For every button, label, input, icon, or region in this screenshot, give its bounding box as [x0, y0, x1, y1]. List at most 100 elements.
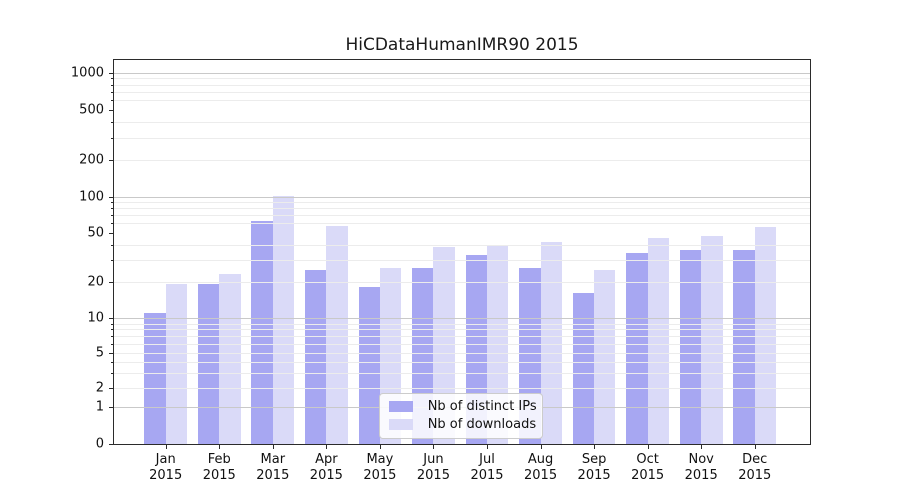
chart-title: HiCDataHumanIMR90 2015 — [345, 35, 579, 55]
y-minor-tick-mark — [110, 260, 113, 262]
bar-mar-downloads — [272, 195, 295, 444]
x-tick-label: Dec 2015 — [713, 452, 797, 483]
y-minor-tick-mark — [110, 91, 113, 93]
bar-dec-downloads — [754, 226, 777, 444]
bar-nov-distinct-ips — [679, 250, 702, 444]
plot-area — [113, 59, 811, 445]
x-tick-month: Apr — [315, 452, 338, 467]
minor-gridline — [113, 372, 811, 374]
y-tick-mark — [108, 196, 113, 198]
major-gridline — [113, 72, 811, 74]
y-tick-label: 1000 — [70, 65, 104, 81]
legend-label-distinct-ips: Nb of distinct IPs — [427, 399, 537, 415]
x-tick-year: 2015 — [524, 467, 558, 483]
minor-gridline — [113, 78, 811, 80]
y-minor-tick-mark — [110, 343, 113, 345]
major-gridline — [113, 318, 811, 320]
x-tick-mark — [647, 445, 649, 449]
x-tick-year: 2015 — [363, 467, 397, 483]
minor-gridline — [113, 202, 811, 204]
x-tick-mark — [379, 445, 381, 449]
x-tick-label: Mar 2015 — [231, 452, 315, 483]
x-tick-year: 2015 — [470, 467, 504, 483]
x-tick-mark — [219, 445, 221, 449]
y-tick-mark — [108, 281, 113, 283]
y-tick-mark — [108, 232, 113, 234]
y-minor-tick-mark — [110, 361, 113, 363]
bar-may-distinct-ips — [358, 287, 380, 444]
y-tick-label: 200 — [79, 152, 104, 168]
x-tick-month: Nov — [688, 452, 714, 467]
x-tick-year: 2015 — [309, 467, 343, 483]
bar-sep-downloads — [594, 269, 616, 444]
x-tick-month: May — [366, 452, 394, 467]
legend-entry-distinct-ips: Nb of distinct IPs — [388, 399, 537, 414]
minor-gridline — [113, 281, 811, 283]
x-tick-mark — [433, 445, 435, 449]
x-tick-label: Apr 2015 — [284, 452, 368, 483]
y-minor-tick-mark — [110, 372, 113, 374]
x-tick-month: Aug — [527, 452, 554, 467]
y-tick-mark — [108, 160, 113, 162]
x-tick-label: Nov 2015 — [659, 452, 743, 483]
x-tick-year: 2015 — [577, 467, 611, 483]
x-tick-month: Dec — [742, 452, 768, 467]
minor-gridline — [113, 388, 811, 389]
x-tick-label: Feb 2015 — [177, 452, 261, 483]
minor-gridline — [113, 91, 811, 93]
bar-jan-distinct-ips — [144, 313, 166, 444]
y-tick-mark — [108, 353, 113, 354]
x-tick-year: 2015 — [202, 467, 236, 483]
minor-gridline — [113, 353, 811, 354]
y-minor-tick-mark — [110, 208, 113, 210]
y-minor-tick-mark — [110, 215, 113, 217]
y-tick-label: 50 — [87, 225, 104, 241]
y-tick-label: 20 — [87, 274, 104, 290]
bar-oct-downloads — [647, 238, 670, 444]
y-minor-tick-mark — [110, 329, 113, 331]
x-tick-mark — [326, 445, 328, 449]
x-tick-mark — [594, 445, 596, 449]
minor-gridline — [113, 215, 811, 217]
y-tick-mark — [108, 318, 113, 320]
x-tick-month: Mar — [260, 452, 286, 467]
bar-oct-distinct-ips — [626, 253, 648, 444]
x-tick-year: 2015 — [738, 467, 772, 483]
y-tick-label: 10 — [87, 310, 104, 326]
x-tick-month: Jun — [423, 452, 444, 467]
y-tick-label: 1 — [95, 399, 104, 414]
minor-gridline — [113, 336, 811, 338]
x-tick-label: Jan 2015 — [124, 452, 208, 483]
minor-gridline — [113, 100, 811, 102]
legend-swatch-downloads — [388, 419, 413, 431]
minor-gridline — [113, 323, 811, 325]
y-minor-tick-mark — [110, 323, 113, 325]
x-tick-year: 2015 — [631, 467, 665, 483]
x-tick-year: 2015 — [149, 467, 183, 483]
y-tick-mark — [108, 110, 113, 111]
minor-gridline — [113, 260, 811, 262]
y-tick-mark — [108, 443, 113, 445]
x-tick-label: Aug 2015 — [499, 452, 583, 483]
x-tick-mark — [701, 445, 703, 449]
legend-entry-downloads: Nb of downloads — [388, 417, 536, 432]
y-tick-label: 0 — [95, 436, 104, 451]
x-tick-mark — [487, 445, 488, 449]
minor-gridline — [113, 208, 811, 210]
minor-gridline — [113, 160, 811, 162]
x-tick-month: Jan — [155, 452, 176, 467]
minor-gridline — [113, 84, 811, 86]
y-tick-mark — [108, 72, 113, 74]
y-minor-tick-mark — [110, 202, 113, 204]
x-tick-mark — [272, 445, 274, 449]
x-tick-year: 2015 — [416, 467, 450, 483]
minor-gridline — [113, 244, 811, 246]
x-tick-year: 2015 — [684, 467, 718, 483]
y-minor-tick-mark — [110, 244, 113, 246]
legend: Nb of distinct IPs Nb of downloads — [378, 392, 543, 439]
y-minor-tick-mark — [110, 138, 113, 140]
x-tick-label: May 2015 — [338, 452, 422, 483]
x-tick-label: Jul 2015 — [445, 452, 529, 483]
x-tick-year: 2015 — [256, 467, 290, 483]
y-minor-tick-mark — [110, 223, 113, 225]
